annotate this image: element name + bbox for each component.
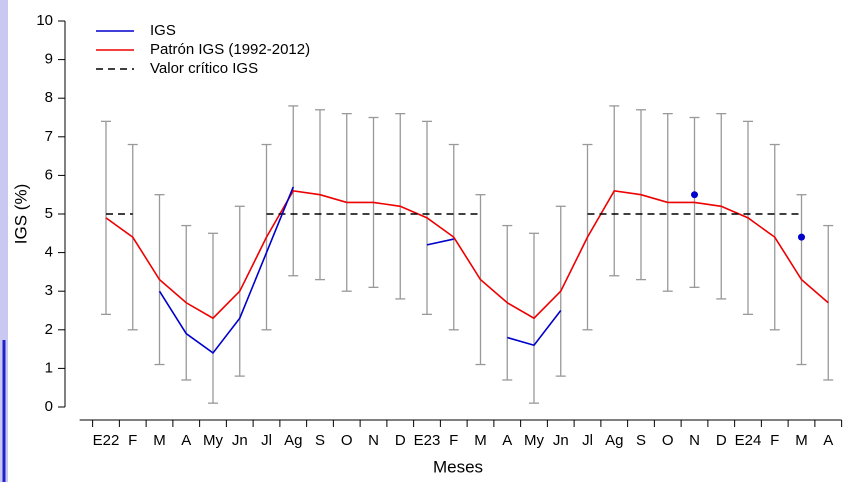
y-tick-label: 5 xyxy=(45,205,53,222)
legend-label: Patrón IGS (1992-2012) xyxy=(150,41,310,58)
x-tick-label: My xyxy=(524,432,544,449)
x-tick-label: Ag xyxy=(605,432,623,449)
y-axis-title: IGS (%) xyxy=(11,184,30,244)
series-line xyxy=(158,186,562,355)
x-tick-label: N xyxy=(368,432,379,449)
y-tick-label: 7 xyxy=(45,128,53,145)
x-tick-label: S xyxy=(636,432,646,449)
x-axis-title: Meses xyxy=(433,457,483,476)
y-tick-label: 4 xyxy=(45,244,53,261)
legend-label: Valor crítico IGS xyxy=(150,60,258,77)
x-tick-label: M xyxy=(153,432,166,449)
y-tick-label: 0 xyxy=(45,398,53,415)
x-tick-label: A xyxy=(181,432,191,449)
x-tick-label: Jl xyxy=(582,432,593,449)
legend-label: IGS xyxy=(150,22,176,39)
x-tick-label: O xyxy=(662,432,674,449)
x-tick-label: My xyxy=(203,432,223,449)
x-tick-label: E24 xyxy=(735,432,762,449)
x-tick-label: A xyxy=(502,432,512,449)
x-tick-label: M xyxy=(795,432,808,449)
y-tick-label: 10 xyxy=(36,12,53,29)
x-tick-label: Jn xyxy=(232,432,248,449)
x-tick-label: A xyxy=(823,432,833,449)
series-line xyxy=(105,189,829,320)
page-strip xyxy=(0,0,8,482)
y-tick-label: 2 xyxy=(45,321,53,338)
x-tick-label: O xyxy=(341,432,353,449)
x-tick-label: Jl xyxy=(261,432,272,449)
x-tick-label: S xyxy=(315,432,325,449)
y-tick-label: 8 xyxy=(45,89,53,106)
x-tick-label: D xyxy=(395,432,406,449)
y-tick-label: 1 xyxy=(45,359,53,376)
y-tick-label: 9 xyxy=(45,51,53,68)
x-tick-label: E23 xyxy=(414,432,441,449)
x-tick-label: F xyxy=(449,432,458,449)
x-tick-label: M xyxy=(474,432,487,449)
data-point xyxy=(798,233,805,241)
x-tick-label: F xyxy=(770,432,779,449)
x-tick-label: Ag xyxy=(284,432,302,449)
y-tick-label: 3 xyxy=(45,282,53,299)
y-tick-label: 6 xyxy=(45,166,53,183)
x-tick-label: N xyxy=(689,432,700,449)
x-tick-label: E22 xyxy=(93,432,120,449)
x-tick-label: D xyxy=(716,432,727,449)
data-point xyxy=(691,191,698,199)
x-tick-label: Jn xyxy=(553,432,569,449)
x-tick-label: F xyxy=(128,432,137,449)
